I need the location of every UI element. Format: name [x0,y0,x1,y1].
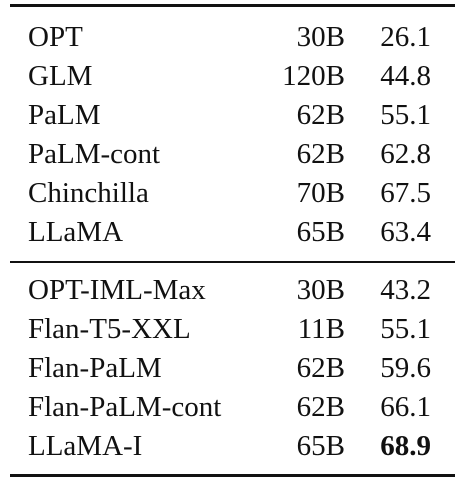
model-name: LLaMA [28,216,124,248]
model-size: 62B [296,391,345,423]
model-score: 66.1 [380,391,431,423]
model-name: Chinchilla [28,177,149,209]
model-name: PaLM [28,99,101,131]
model-name: GLM [28,60,93,92]
model-name: OPT [28,21,83,53]
model-size: 11B [297,313,345,345]
model-size: 120B [282,60,345,92]
top-rule [10,4,455,7]
model-score-best: 68.9 [380,430,431,462]
model-name: Flan-PaLM-cont [28,391,222,423]
model-size: 30B [296,274,345,306]
model-score: 44.8 [380,60,431,92]
model-score: 59.6 [380,352,431,384]
table-row: GLM 120B 44.8 [10,56,455,96]
table-row: Chinchilla 70B 67.5 [10,173,455,213]
model-name: OPT-IML-Max [28,274,206,306]
model-name: Flan-T5-XXL [28,313,191,345]
table-row: OPT 30B 26.1 [10,17,455,57]
model-size: 62B [296,352,345,384]
table-row: PaLM 62B 55.1 [10,95,455,135]
model-name: LLaMA-I [28,430,143,462]
model-size: 62B [296,138,345,170]
model-score: 26.1 [380,21,431,53]
model-score: 55.1 [380,313,431,345]
table-row: Flan-T5-XXL 11B 55.1 [10,309,455,349]
bottom-rule [10,474,455,477]
table-row: PaLM-cont 62B 62.8 [10,134,455,174]
model-score: 67.5 [380,177,431,209]
table-row: Flan-PaLM-cont 62B 66.1 [10,387,455,427]
table-row: LLaMA 65B 63.4 [10,212,455,252]
table-row: Flan-PaLM 62B 59.6 [10,348,455,388]
model-name: Flan-PaLM [28,352,162,384]
group-divider [10,261,455,263]
model-size: 30B [296,21,345,53]
model-name: PaLM-cont [28,138,161,170]
model-score: 63.4 [380,216,431,248]
model-score: 62.8 [380,138,431,170]
table-row: OPT-IML-Max 30B 43.2 [10,270,455,310]
model-score: 43.2 [380,274,431,306]
model-size: 65B [296,216,345,248]
model-size: 65B [296,430,345,462]
model-score: 55.1 [380,99,431,131]
table-row: LLaMA-I 65B 68.9 [10,426,455,466]
model-size: 70B [296,177,345,209]
model-size: 62B [296,99,345,131]
